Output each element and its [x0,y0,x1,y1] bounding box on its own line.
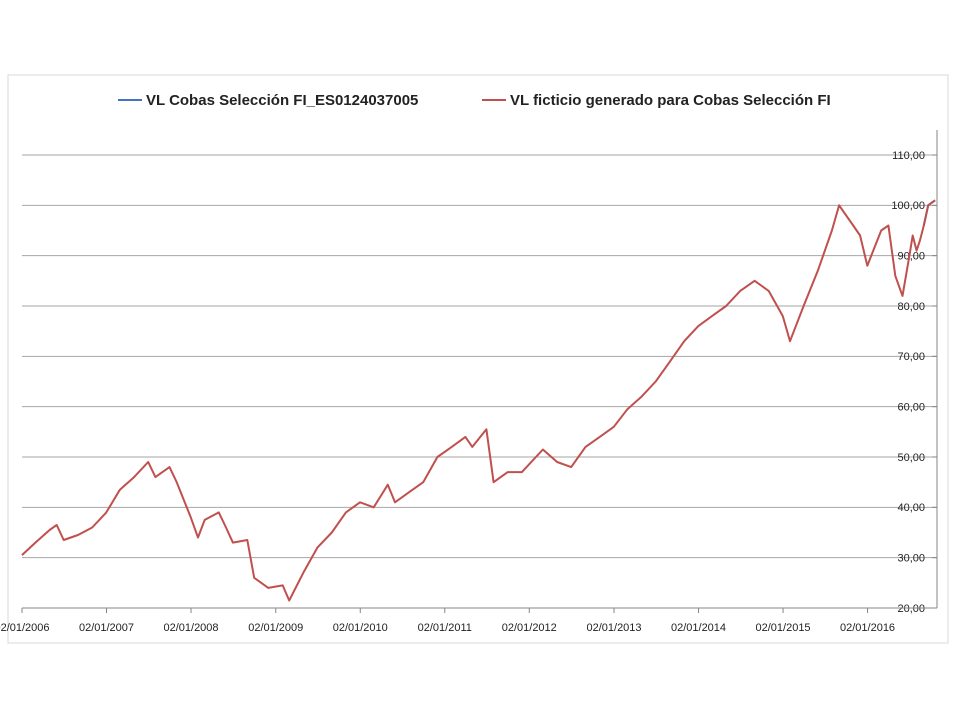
legend: VL Cobas Selección FI_ES0124037005 VL fic… [118,92,831,109]
y-tick-label: 30,00 [897,553,925,565]
legend-label: VL ficticio generado para Cobas Selecció… [510,92,831,109]
x-tick-label: 02/01/2006 [0,622,50,634]
x-tick-label: 02/01/2009 [248,622,303,634]
y-tick-label: 80,00 [897,301,925,313]
x-tick-label: 02/01/2010 [333,622,388,634]
chart-frame [7,74,949,644]
y-tick-label: 100,00 [891,200,925,212]
y-tick-label: 20,00 [897,603,925,615]
x-tick-label: 02/01/2015 [756,622,811,634]
y-tick-label: 50,00 [897,452,925,464]
x-tick-label: 02/01/2007 [79,622,134,634]
y-tick-label: 70,00 [897,351,925,363]
series-line [21,199,936,602]
x-tick-label: 02/01/2012 [502,622,557,634]
x-tick-label: 02/01/2008 [163,622,218,634]
y-tick-label: 40,00 [897,502,925,514]
y-tick-label: 60,00 [897,402,925,414]
x-tick-label: 02/01/2013 [586,622,641,634]
y-tick-label: 110,00 [892,150,925,162]
x-tick-label: 02/01/2014 [671,622,726,634]
y-tick-label: 90,00 [897,251,925,263]
legend-label: VL Cobas Selección FI_ES0124037005 [146,92,418,109]
x-tick-label: 02/01/2016 [840,622,895,634]
x-tick-label: 02/01/2011 [418,622,472,634]
